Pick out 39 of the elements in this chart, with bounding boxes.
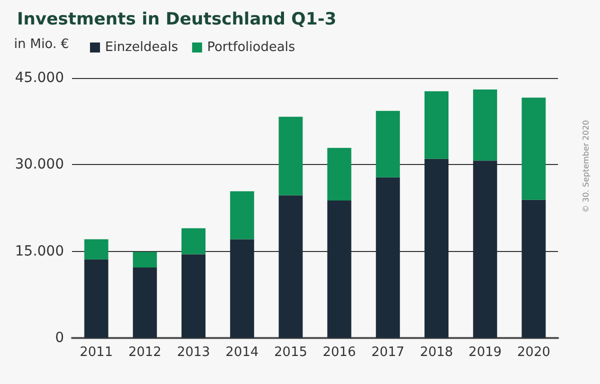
bar — [327, 200, 352, 338]
bar — [230, 191, 254, 240]
bar — [230, 239, 254, 338]
bar — [376, 110, 400, 178]
x-tick-label: 2015 — [274, 345, 308, 360]
bar — [84, 259, 108, 338]
x-tick-label: 2016 — [322, 345, 356, 360]
bar — [278, 195, 303, 338]
bar — [182, 254, 206, 338]
bar — [473, 90, 498, 161]
legend-label: Portfoliodeals — [207, 40, 296, 55]
x-tick-label: 2011 — [80, 345, 113, 360]
bar — [132, 252, 157, 268]
chart-title: Investments in Deutschland Q1-3 — [17, 10, 336, 30]
bar — [522, 98, 546, 200]
bar — [424, 158, 448, 338]
x-tick-label: 2014 — [226, 345, 259, 360]
legend-label: Einzeldeals — [105, 40, 178, 55]
bar — [424, 91, 448, 159]
y-tick-label: 15.000 — [15, 243, 64, 260]
bar — [278, 116, 303, 196]
x-tick-label: 2012 — [128, 345, 162, 360]
y-tick-label: 30.000 — [15, 156, 64, 173]
y-tick-label: 45.000 — [15, 70, 64, 86]
bar — [84, 239, 108, 260]
bar — [327, 148, 352, 200]
bar — [376, 177, 400, 338]
bar — [182, 228, 206, 254]
text: © 30. September 2020 — [582, 120, 590, 213]
x-tick-label: 2019 — [468, 345, 502, 360]
bar — [522, 200, 546, 338]
x-tick-label: 2020 — [517, 345, 550, 360]
y-tick-label: 0 — [55, 330, 64, 346]
x-tick-label: 2013 — [176, 345, 210, 360]
x-tick-label: 2018 — [420, 345, 454, 360]
y-axis-title: in Mio. € — [14, 37, 70, 52]
x-tick-label: 2017 — [371, 345, 404, 360]
bar — [132, 268, 157, 338]
bar — [473, 160, 498, 338]
